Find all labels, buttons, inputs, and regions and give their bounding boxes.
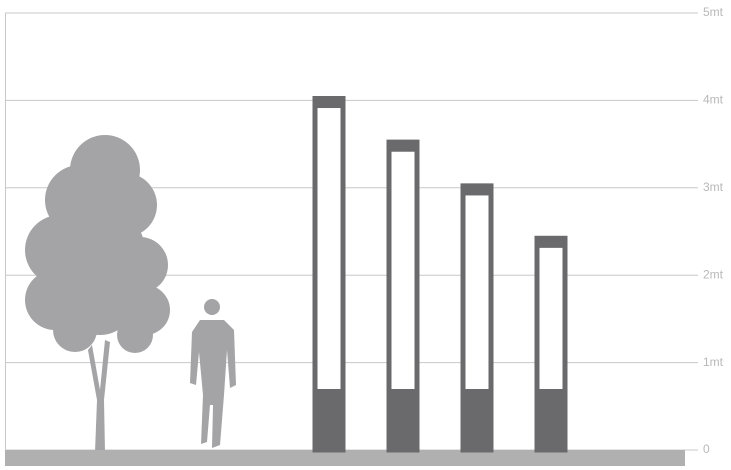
bar-base <box>312 389 346 450</box>
y-tick-label: 4mt <box>703 93 724 107</box>
bar-cap <box>312 96 346 109</box>
bar-cap <box>386 139 420 152</box>
y-tick-label: 3mt <box>703 180 724 194</box>
bar-base <box>460 389 494 450</box>
ground <box>5 450 685 466</box>
bar-cap <box>460 183 494 196</box>
bar-cap <box>534 235 568 248</box>
y-tick-label: 0 <box>703 442 710 456</box>
y-tick-label: 5mt <box>703 5 724 19</box>
person <box>190 299 236 448</box>
y-tick-label: 1mt <box>703 355 724 369</box>
bar-base <box>386 389 420 450</box>
tree <box>25 135 170 452</box>
bar-base <box>534 389 568 450</box>
y-tick-label: 2mt <box>703 267 724 281</box>
